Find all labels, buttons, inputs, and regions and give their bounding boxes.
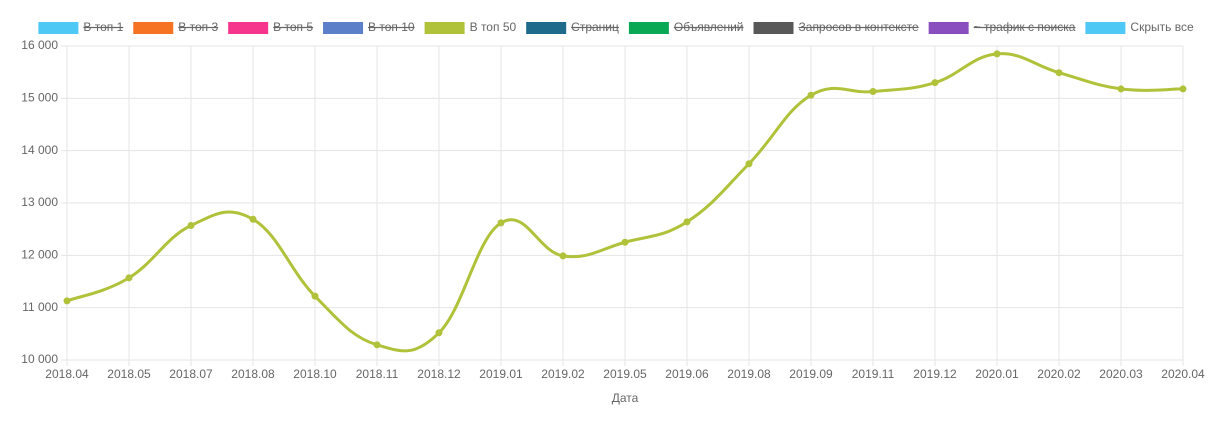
data-point (931, 79, 939, 87)
data-point (1179, 85, 1187, 93)
legend-item-box[interactable] (628, 22, 669, 34)
legend-item-label[interactable]: Объявлений (674, 20, 744, 34)
x-tick-label: 2020.04 (1161, 367, 1205, 381)
x-tick-label: 2018.07 (169, 367, 213, 381)
x-tick-label: 2019.02 (541, 367, 585, 381)
x-tick-label: 2018.05 (107, 367, 151, 381)
legend-item-box[interactable] (928, 22, 969, 34)
legend-item-box[interactable] (753, 22, 794, 34)
data-point (435, 329, 443, 337)
x-tick-label: 2018.08 (231, 367, 275, 381)
x-tick-label: 2018.04 (45, 367, 89, 381)
legend-item-label[interactable]: Запросов в контексте (799, 20, 919, 34)
x-tick-label: 2018.11 (356, 367, 399, 381)
x-tick-label: 2018.12 (417, 367, 461, 381)
legend-item-label[interactable]: В топ 3 (178, 20, 218, 34)
x-tick-label: 2020.01 (975, 367, 1019, 381)
y-tick-label: 12 000 (21, 248, 58, 262)
legend-item-box[interactable] (38, 22, 79, 34)
data-point (497, 219, 505, 227)
x-tick-label: 2019.01 (479, 367, 523, 381)
y-tick-label: 14 000 (21, 143, 58, 157)
legend-item-box[interactable] (133, 22, 174, 34)
x-tick-label: 2019.09 (789, 367, 833, 381)
legend-item-label[interactable]: В топ 5 (273, 20, 313, 34)
x-tick-label: 2019.11 (852, 367, 895, 381)
data-point (621, 238, 629, 246)
y-tick-label: 10 000 (21, 352, 58, 366)
y-tick-label: 13 000 (21, 195, 58, 209)
x-tick-label: 2019.05 (603, 367, 647, 381)
y-tick-label: 16 000 (21, 38, 58, 52)
legend-item-label[interactable]: В топ 10 (368, 20, 415, 34)
data-point (125, 274, 133, 282)
data-point (63, 297, 71, 305)
data-point (745, 160, 753, 168)
data-point (1117, 85, 1125, 93)
data-point (373, 341, 381, 349)
legend-item-label[interactable]: ~ трафик с поиска (974, 20, 1076, 34)
x-tick-label: 2019.12 (913, 367, 957, 381)
legend-item-box[interactable] (526, 22, 567, 34)
x-tick-label: 2018.10 (293, 367, 337, 381)
x-tick-label: 2020.02 (1037, 367, 1081, 381)
data-point (869, 88, 877, 96)
x-tick-label: 2019.06 (665, 367, 709, 381)
data-point (559, 252, 567, 260)
data-point (311, 292, 319, 300)
legend-item-box[interactable] (424, 22, 465, 34)
legend-item-box[interactable] (228, 22, 269, 34)
data-point (249, 215, 257, 223)
legend-toggle-box[interactable] (1085, 22, 1126, 34)
legend-item-label[interactable]: Страниц (571, 20, 619, 34)
legend-item-box[interactable] (323, 22, 364, 34)
x-tick-label: 2019.08 (727, 367, 771, 381)
data-point (993, 50, 1001, 58)
y-tick-label: 15 000 (21, 91, 58, 105)
legend-item-label[interactable]: В топ 50 (470, 20, 517, 34)
data-point (683, 218, 691, 226)
data-point (1055, 69, 1063, 77)
y-tick-label: 11 000 (22, 300, 58, 314)
legend-item-label[interactable]: В топ 1 (83, 20, 123, 34)
x-axis-label: Дата (612, 391, 639, 405)
data-point (807, 91, 815, 99)
data-point (187, 222, 195, 230)
legend-toggle-label[interactable]: Скрыть все (1130, 20, 1194, 34)
x-tick-label: 2020.03 (1099, 367, 1143, 381)
